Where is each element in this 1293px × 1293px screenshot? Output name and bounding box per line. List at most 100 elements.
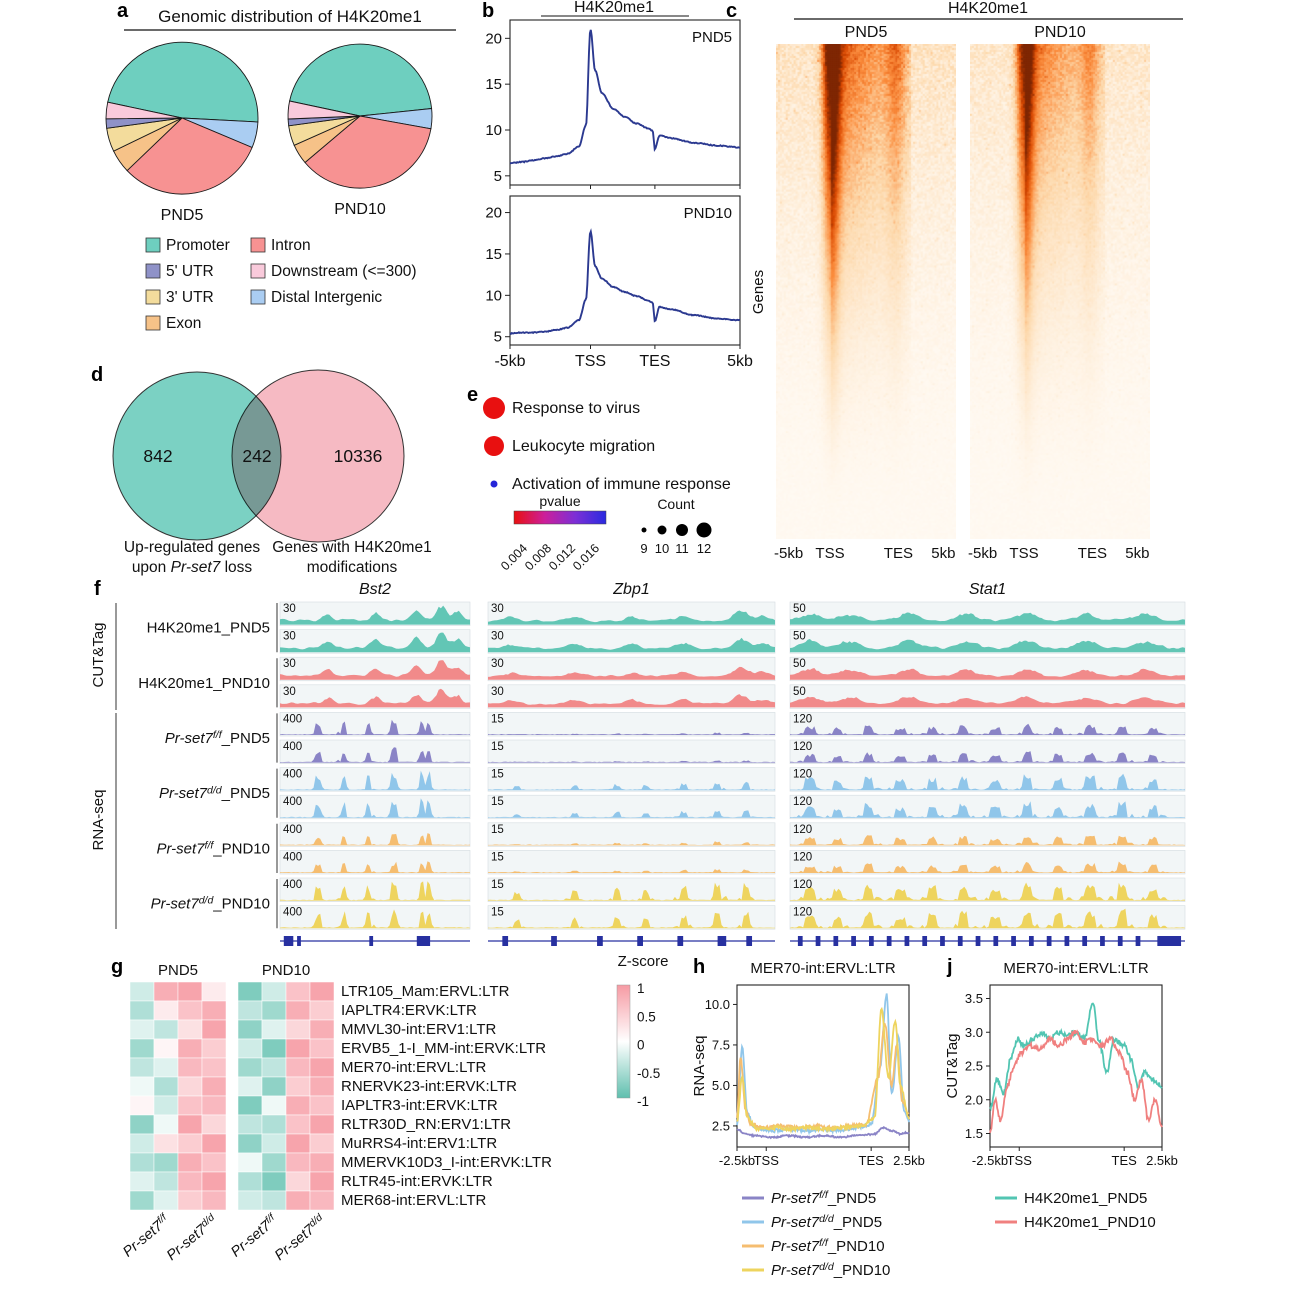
- venn-overlap-value: 242: [242, 446, 271, 466]
- heatmap-cell: [309, 981, 335, 1002]
- count-legend-title: Count: [657, 496, 694, 512]
- count-dot: [657, 525, 667, 535]
- track-panel: [487, 767, 776, 792]
- heatmap-cell: [177, 1114, 203, 1135]
- track-panel: [487, 905, 776, 930]
- panel-b: H4K20me1 20 15 10 5 PND5 20 15 10 5 PND10 -5kb TSS TE…: [485, 0, 753, 370]
- track-signal: [488, 732, 775, 735]
- gene-model-exon: [797, 936, 803, 946]
- legend-label: H4K20me1_PND10: [1024, 1214, 1156, 1231]
- heatmap-cell: [237, 1190, 263, 1211]
- panel-d: 842 242 10336 Up-regulated genes upon Pr-set…: [112, 369, 432, 576]
- panel-f: Bst2 Zbp1 Stat1 30 30 50 30 30 50 30 30 50 30 30 50 400…: [90, 581, 1186, 946]
- heatmap-group-title: PND10: [262, 962, 310, 979]
- heatmap-cell: [129, 1114, 155, 1135]
- track-panel: [487, 877, 776, 902]
- gene-model-exon: [1082, 936, 1088, 946]
- track-scale: 50: [793, 603, 806, 615]
- track-scale: 30: [491, 658, 504, 670]
- track-panel: [487, 822, 776, 847]
- gene-model-exon: [869, 936, 874, 946]
- legend-label: 3' UTR: [166, 289, 214, 306]
- heatmap-cell: [201, 1133, 227, 1154]
- track-panel: [487, 850, 776, 875]
- heatmap-canvas-pnd5: [776, 44, 956, 539]
- panel-b-title: H4K20me1: [574, 0, 654, 16]
- track-signal: [790, 723, 1185, 735]
- panel-j: MER70-int:ERVL:LTR CUT&Tag 3.5 3.0 2.5 2.0 1.5…: [944, 960, 1178, 1231]
- zscore-tick: 1: [637, 981, 645, 996]
- track-panel: [487, 794, 776, 820]
- repeat-row-label: RLTR45-int:ERVK:LTR: [341, 1173, 493, 1190]
- pvalue-tick: 0.016: [570, 541, 602, 573]
- track-scale: 120: [793, 713, 812, 725]
- gene-model-exon: [1157, 936, 1182, 946]
- heatmap-cell: [153, 981, 179, 1002]
- heatmap-cell: [153, 1000, 179, 1021]
- heatmap-cell: [285, 1095, 311, 1116]
- y-axis-label: CUT&Tag: [944, 1033, 961, 1098]
- heatmap-cell: [177, 1152, 203, 1173]
- heatmap-cell: [201, 1019, 227, 1040]
- heatmap-cell: [177, 981, 203, 1002]
- series-line: [509, 29, 741, 165]
- pie-name: PND5: [161, 207, 204, 224]
- heatmap-cell: [261, 1076, 287, 1097]
- track-signal: [790, 751, 1185, 763]
- track-panel: [279, 739, 471, 764]
- gene-model-exon: [1028, 936, 1034, 946]
- gene-model-exon: [922, 936, 928, 946]
- gene-model-exon: [886, 936, 892, 946]
- heatmap-cell: [285, 1190, 311, 1211]
- venn-right-label: Genes with H4K20me1: [272, 539, 431, 556]
- legend-label: 5' UTR: [166, 263, 214, 280]
- series-line: [509, 228, 741, 335]
- track-signal: [790, 612, 1185, 625]
- heatmap-cell: [129, 1171, 155, 1192]
- track-scale: 400: [283, 851, 302, 863]
- heatmap-cell: [261, 1190, 287, 1211]
- heatmap-group-title: PND5: [158, 962, 198, 979]
- legend-swatch: [250, 237, 266, 253]
- zscore-tick: -0.5: [637, 1066, 660, 1081]
- heatmap-cell: [237, 1057, 263, 1078]
- legend-label: Pr-set7d/d_PND5: [771, 1213, 882, 1231]
- gene-model-exon: [297, 936, 301, 946]
- panel-c-title: H4K20me1: [948, 0, 1028, 17]
- heatmap-cell: [309, 1057, 335, 1078]
- track-panel: [279, 905, 471, 930]
- gene-model-exon: [677, 936, 684, 946]
- heatmap-cell: [309, 1114, 335, 1135]
- track-scale: 50: [793, 631, 806, 643]
- x-tick: -5kb: [968, 545, 997, 562]
- legend-label: Pr-set7f/f_PND10: [771, 1237, 885, 1255]
- track-scale: 15: [491, 796, 504, 808]
- repeat-row-label: MMERVK10D3_I-int:ERVK:LTR: [341, 1154, 552, 1171]
- heatmap-cell: [237, 1019, 263, 1040]
- y-tick: 5: [494, 329, 502, 346]
- heatmap-cell: [261, 1057, 287, 1078]
- track-scale: 15: [491, 713, 504, 725]
- gene-model-exon: [1011, 936, 1016, 946]
- y-axis-label: RNA-seq: [691, 1036, 708, 1097]
- pvalue-tick: 0.012: [546, 541, 578, 573]
- track-signal: [280, 833, 470, 846]
- legend-label: Pr-set7f/f_PND5: [771, 1189, 876, 1207]
- x-tick: TSS: [1009, 545, 1038, 562]
- heatmap-cell: [309, 1038, 335, 1059]
- y-tick: 5.0: [712, 1078, 730, 1093]
- heatmap-cell: [261, 1171, 287, 1192]
- track-scale: 15: [491, 907, 504, 919]
- genes-axis-label: Genes: [750, 270, 767, 314]
- pie-slice: [304, 115, 432, 189]
- track-scale: 120: [793, 851, 812, 863]
- heatmap-cell: [237, 1114, 263, 1135]
- panel-h: MER70-int:ERVL:LTR RNA-seq 10.0 7.5 5.0 2.5 -2…: [691, 960, 925, 1279]
- heatmap-cell: [201, 1190, 227, 1211]
- track-signal: [790, 801, 1185, 818]
- heatmap-cell: [153, 1057, 179, 1078]
- repeat-row-label: ERVB5_1-I_MM-int:ERVK:LTR: [341, 1040, 546, 1057]
- track-scale: 400: [283, 769, 302, 781]
- y-tick: 2.5: [712, 1118, 730, 1133]
